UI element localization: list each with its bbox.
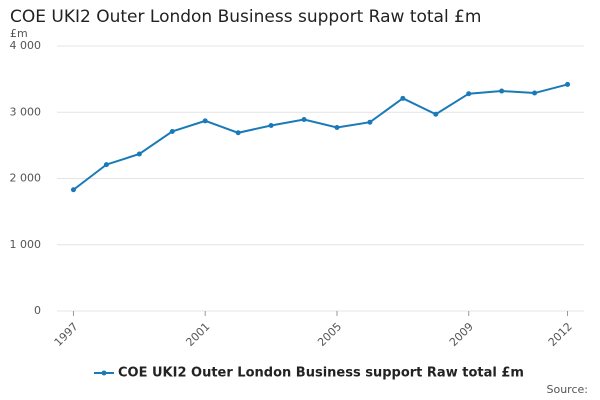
y-tick-label: 3 000 <box>10 105 42 118</box>
data-point <box>268 123 274 128</box>
y-axis-label: £m <box>10 27 28 40</box>
data-point <box>70 187 76 193</box>
y-tick-label: 4 000 <box>10 39 42 52</box>
chart-title: COE UKI2 Outer London Business support R… <box>10 7 481 27</box>
data-point <box>565 81 571 87</box>
x-tick-label: 1997 <box>52 320 81 349</box>
data-point <box>202 118 208 124</box>
x-tick-label: 2001 <box>183 320 212 349</box>
y-tick-label: 1 000 <box>10 238 42 251</box>
x-tick-label: 2009 <box>447 320 476 349</box>
data-point <box>499 88 505 94</box>
data-point <box>367 119 373 125</box>
x-tick-label: 2005 <box>315 320 344 349</box>
data-line <box>72 83 568 191</box>
data-point <box>433 111 439 117</box>
data-point <box>334 124 340 130</box>
x-tick-label: 2012 <box>546 320 575 349</box>
data-point <box>103 162 109 168</box>
data-point <box>169 128 175 134</box>
legend-label: COE UKI2 Outer London Business support R… <box>118 366 524 381</box>
legend-marker <box>101 370 107 376</box>
source: Source: <box>547 383 589 396</box>
y-tick-label: 2 000 <box>10 172 42 185</box>
data-point <box>136 151 142 157</box>
data-point <box>301 117 307 123</box>
data-point <box>400 95 406 101</box>
data-point <box>235 130 241 136</box>
data-point <box>466 91 472 97</box>
y-tick-label: 0 <box>34 304 41 317</box>
data-point <box>532 90 538 96</box>
